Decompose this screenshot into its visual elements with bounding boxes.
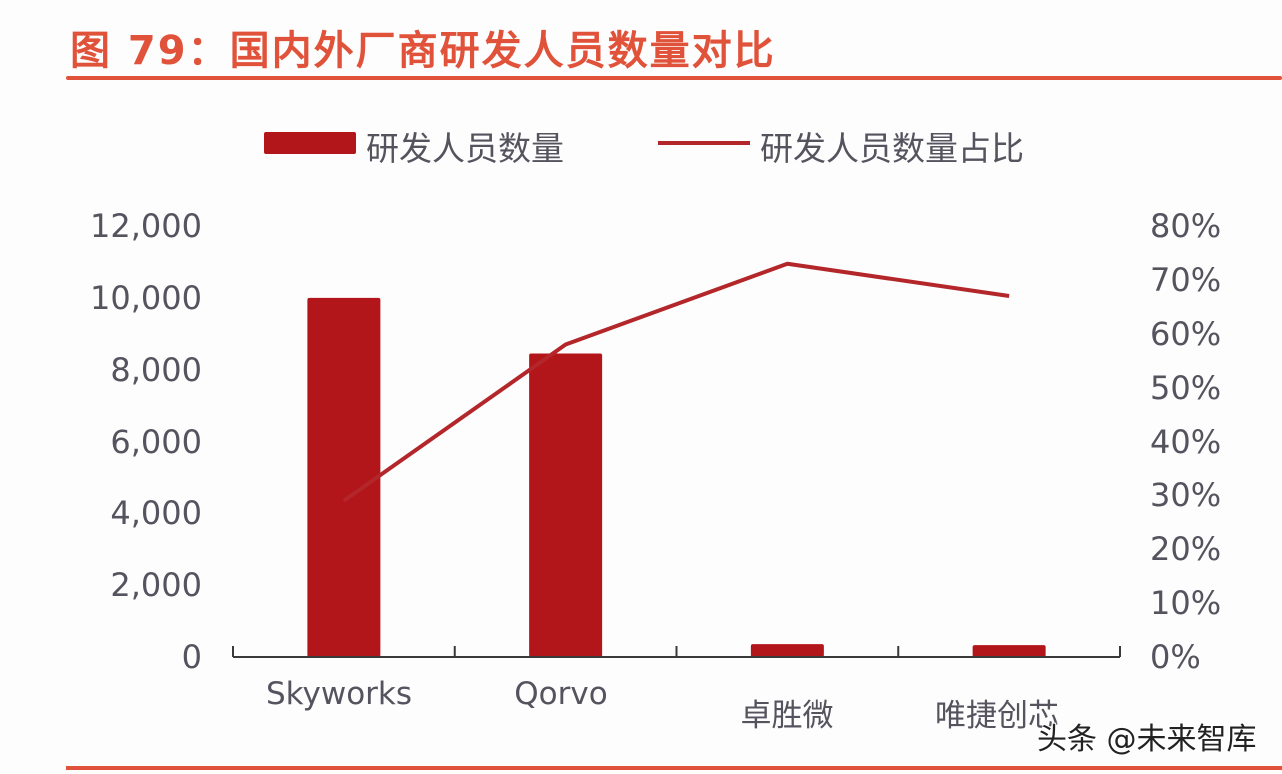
bottom-rule <box>66 766 1282 770</box>
x-axis-label: 唯捷创芯 <box>935 698 1059 734</box>
bar <box>972 645 1046 657</box>
legend-line-label: 研发人员数量占比 <box>760 129 1024 168</box>
x-axis-label: 卓胜微 <box>740 698 834 734</box>
chart-title: 图 79：国内外厂商研发人员数量对比 <box>70 28 776 74</box>
left-axis-tick: 10,000 <box>90 279 202 317</box>
right-axis-tick: 50% <box>1150 369 1222 407</box>
left-axis-tick: 12,000 <box>90 207 202 245</box>
right-axis-tick: 0% <box>1150 638 1201 676</box>
bar <box>529 353 603 657</box>
x-axis-label: Skyworks <box>265 676 413 712</box>
line-series <box>342 261 1010 503</box>
right-axis-tick: 40% <box>1150 423 1222 461</box>
right-axis-tick: 60% <box>1150 315 1222 353</box>
title-underline <box>66 76 1282 80</box>
left-axis-tick: 0 <box>181 638 202 676</box>
legend-line-swatch-icon <box>658 141 750 145</box>
watermark: 头条 @未来智库 <box>1037 722 1257 757</box>
left-axis-tick: 2,000 <box>110 566 202 604</box>
x-axis-ticks <box>232 646 1121 657</box>
legend-bar-label: 研发人员数量 <box>366 129 564 168</box>
right-axis-tick: 30% <box>1150 476 1222 514</box>
legend-bar-swatch-icon <box>264 132 356 154</box>
right-axis-tick: 20% <box>1150 530 1222 568</box>
left-axis-tick: 4,000 <box>110 494 202 532</box>
legend: 研发人员数量 研发人员数量占比 <box>0 122 1282 168</box>
bar-series <box>307 297 1046 657</box>
left-axis-tick: 8,000 <box>110 351 202 389</box>
right-axis-tick: 10% <box>1150 584 1222 622</box>
right-axis-tick: 80% <box>1150 207 1222 245</box>
left-axis-tick: 6,000 <box>110 423 202 461</box>
bar <box>750 644 824 657</box>
right-axis-tick: 70% <box>1150 261 1222 299</box>
bar <box>307 297 381 657</box>
x-axis-label: Qorvo <box>514 676 608 712</box>
